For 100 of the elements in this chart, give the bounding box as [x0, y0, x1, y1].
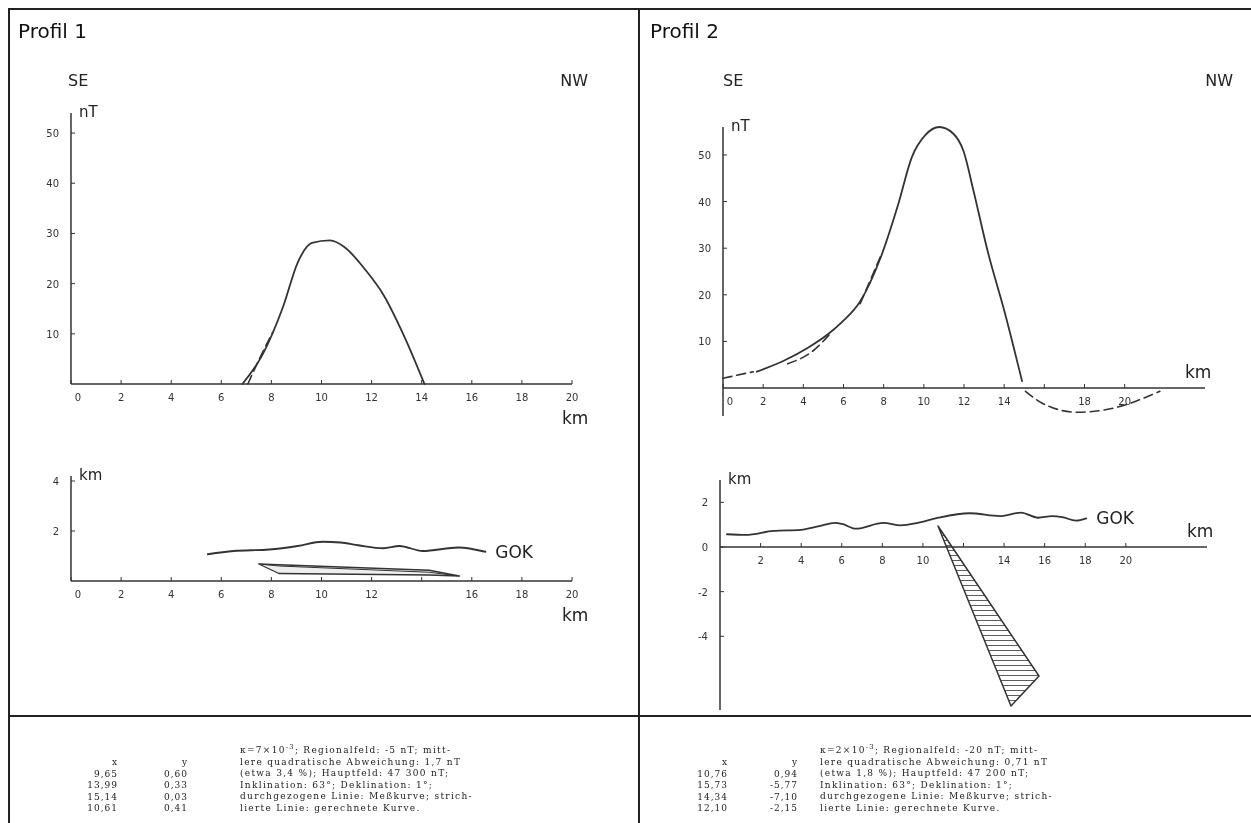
x-tick-label: 14 [997, 396, 1011, 408]
text: durchgezogene Linie: Meßkurve; strich- [240, 791, 473, 801]
text: lere quadratische Abweichung: 1,7 nT [240, 756, 462, 767]
text: 10,61 [87, 803, 118, 813]
y-tick-label: 20 [46, 278, 59, 290]
text: κ=2×10$^{-3}$; Regionalfeld: -20 nT; mitt- [820, 743, 1039, 755]
text: durchgezogene Linie: Meßkurve; strich- [820, 791, 1053, 801]
x-tick-label: 18 [1078, 396, 1091, 408]
text: SE [723, 71, 744, 90]
y-tick-label: 10 [46, 328, 59, 340]
x-tick-label: 14 [997, 554, 1011, 566]
x-tick-label: 4 [168, 589, 175, 600]
y-axis-title: nT [731, 117, 751, 135]
text: lierte Linie: gerechnete Kurve. [820, 802, 1001, 813]
x-tick-label: 12 [365, 392, 378, 403]
text: lierte Linie: gerechnete Kurve. [240, 802, 421, 813]
text: 0,03 [163, 791, 188, 802]
y-tick-label: 40 [698, 196, 711, 208]
line-series [206, 540, 487, 556]
text: 14,34 [697, 791, 728, 802]
y-tick-label: -2 [698, 586, 708, 598]
x-tick-label: 4 [797, 554, 805, 566]
x-tick-label: 4 [168, 392, 175, 403]
x-tick-label: 18 [515, 392, 529, 403]
x-tick-label: 18 [515, 589, 529, 600]
text: 13,99 [87, 780, 118, 790]
text: 0,60 [163, 768, 188, 779]
x-tick-label: 2 [117, 392, 125, 403]
x-tick-label: 6 [838, 554, 845, 566]
text: y [180, 757, 188, 767]
x-axis-title: km [562, 408, 589, 428]
x-axis-title: km [1187, 520, 1214, 541]
y-tick-label: 50 [46, 128, 59, 140]
y-tick-label: 20 [698, 289, 711, 301]
x-tick-label: 10 [916, 554, 930, 566]
x-tick-label: 6 [218, 392, 225, 403]
y-tick-label: 2 [701, 497, 708, 509]
x-tick-label: 10 [917, 396, 931, 408]
text: κ=7×10$^{-3}$; Regionalfeld: -5 nT; mitt- [240, 743, 452, 755]
x-tick-label: 2 [757, 554, 764, 566]
x-axis-title: km [562, 605, 589, 625]
text: x [721, 757, 728, 767]
y-tick-label: 4 [52, 476, 59, 487]
chart-title: Profil 2 [650, 19, 719, 43]
x-tick-label: 16 [1038, 554, 1052, 566]
line-series [726, 511, 1088, 536]
x-tick-label: 18 [1078, 554, 1092, 566]
text: 9,65 [93, 768, 118, 779]
x-tick-label: 20 [1118, 396, 1132, 408]
text: 10,76 [697, 768, 728, 779]
x-tick-label: 6 [840, 396, 847, 408]
x-tick-label: 20 [565, 392, 579, 403]
x-tick-label: 10 [315, 589, 328, 600]
series-label: GOK [1096, 508, 1135, 529]
text: -5,77 [769, 780, 798, 790]
text: y [790, 757, 798, 767]
text: 0,41 [163, 803, 188, 813]
x-tick-label: 20 [565, 589, 579, 600]
text: 0,94 [773, 768, 798, 779]
y-axis-title: km [79, 466, 103, 484]
text: SE [68, 71, 89, 90]
x-tick-label: 2 [117, 589, 125, 600]
x-axis-title: km [1185, 362, 1212, 383]
x-tick-label: 16 [465, 392, 479, 403]
text: -2,15 [769, 803, 798, 813]
y-tick-label: 2 [52, 526, 59, 537]
text: (etwa 3,4 %); Hauptfeld: 47 300 nT; [240, 768, 450, 778]
text: 15,14 [87, 791, 118, 802]
x-tick-label: 8 [268, 392, 275, 403]
x-tick-label: 0 [726, 396, 734, 408]
x-tick-label: 0 [74, 589, 82, 600]
x-tick-label: 16 [465, 589, 479, 600]
text: -7,10 [769, 791, 798, 802]
x-tick-label: 8 [880, 396, 887, 408]
x-tick-label: 12 [365, 589, 378, 600]
text: (etwa 1,8 %); Hauptfeld: 47 200 nT; [820, 768, 1030, 778]
x-tick-label: 8 [879, 554, 886, 566]
text: x [111, 757, 118, 767]
text: 12,10 [697, 803, 728, 813]
y-tick-label: 30 [698, 243, 711, 255]
chart-title: Profil 1 [18, 19, 87, 43]
text: NW [1205, 71, 1234, 90]
text: 15,73 [697, 780, 728, 790]
x-tick-label: 0 [74, 392, 82, 403]
x-tick-label: 6 [218, 589, 225, 600]
y-tick-label: 30 [46, 228, 59, 240]
text: Inklination: 63°; Deklination: 1°; [820, 779, 1014, 790]
y-tick-label: 10 [698, 336, 711, 348]
text: Inklination: 63°; Deklination: 1°; [240, 779, 434, 790]
y-axis-title: km [728, 470, 752, 488]
y-tick-label: 0 [701, 541, 708, 553]
x-tick-label: 12 [957, 396, 971, 408]
x-tick-label: 4 [800, 396, 807, 408]
y-tick-label: 40 [46, 178, 59, 190]
y-tick-label: 50 [698, 149, 711, 161]
x-tick-label: 14 [415, 392, 429, 403]
text: lere quadratische Abweichung: 0,71 nT [820, 756, 1049, 767]
series-label: GOK [495, 541, 534, 562]
text: 0,33 [163, 780, 188, 790]
y-axis-title: nT [79, 103, 99, 121]
